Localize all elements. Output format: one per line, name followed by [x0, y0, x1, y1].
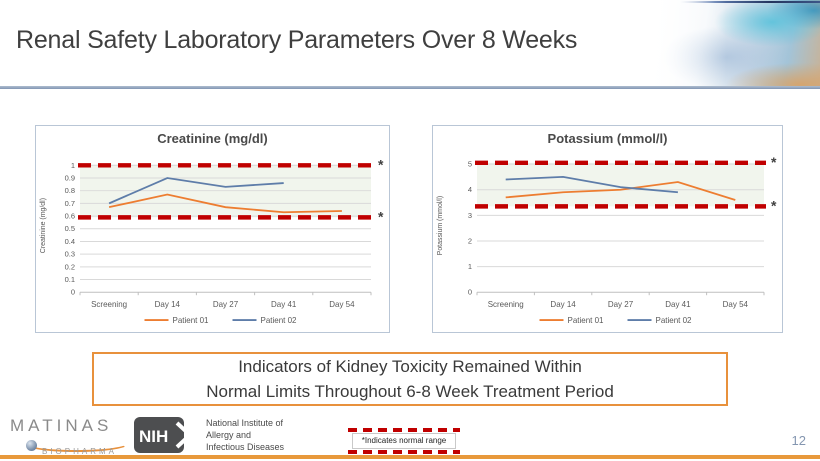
svg-text:4: 4	[468, 185, 472, 194]
header-top-line	[680, 1, 820, 3]
svg-text:Day 14: Day 14	[155, 300, 181, 309]
matinas-logo-subtext: BIOPHARMA	[42, 447, 118, 456]
nih-institute-name: National Institute of Allergy and Infect…	[206, 417, 284, 453]
creatinine-chart-title: Creatinine (mg/dl)	[157, 131, 268, 146]
svg-text:Potassium (mmol/l): Potassium (mmol/l)	[437, 196, 444, 255]
svg-text:1: 1	[71, 161, 75, 170]
normal-range-key: *Indicates normal range	[348, 428, 460, 454]
normal-range-key-label: *Indicates normal range	[352, 433, 456, 449]
summary-line-2: Normal Limits Throughout 6-8 Week Treatm…	[206, 382, 614, 401]
svg-text:Day 14: Day 14	[550, 300, 576, 309]
svg-text:Patient 01: Patient 01	[173, 316, 210, 325]
svg-text:Day 41: Day 41	[665, 300, 691, 309]
matinas-biopharma-logo: MATINAS BIOPHARMA	[10, 416, 132, 456]
svg-text:*: *	[771, 197, 777, 213]
svg-text:*: *	[378, 208, 384, 224]
svg-text:Day 27: Day 27	[608, 300, 634, 309]
page-number: 12	[791, 433, 806, 448]
potassium-chart-title: Potassium (mmol/l)	[547, 131, 668, 146]
nih-logo: NIH National Institute of Allergy and In…	[134, 416, 284, 454]
svg-text:0.2: 0.2	[65, 262, 75, 271]
nih-name-line-1: National Institute of	[206, 417, 284, 428]
svg-text:Patient 02: Patient 02	[261, 316, 298, 325]
svg-text:*: *	[771, 154, 777, 170]
svg-text:0.4: 0.4	[65, 237, 75, 246]
svg-text:1: 1	[468, 262, 472, 271]
summary-line-1: Indicators of Kidney Toxicity Remained W…	[238, 356, 582, 376]
matinas-swoosh-icon	[22, 434, 130, 452]
header-divider	[0, 86, 820, 89]
svg-text:Screening: Screening	[488, 300, 524, 309]
bottom-accent-bar	[0, 455, 820, 459]
nih-logo-box	[134, 417, 184, 453]
svg-text:5: 5	[468, 160, 472, 169]
nih-name-line-3: Infectious Diseases	[206, 442, 285, 453]
svg-text:Day 27: Day 27	[213, 300, 239, 309]
header-decorative-image	[650, 0, 820, 88]
svg-text:Patient 01: Patient 01	[568, 316, 605, 325]
svg-text:Creatinine (mg/dl): Creatinine (mg/dl)	[40, 198, 47, 253]
svg-text:Patient 02: Patient 02	[656, 316, 693, 325]
svg-text:0.6: 0.6	[65, 212, 75, 221]
summary-box: Indicators of Kidney Toxicity Remained W…	[92, 352, 728, 406]
nih-chevron-icon	[175, 421, 193, 449]
svg-text:0.5: 0.5	[65, 224, 75, 233]
svg-text:0.7: 0.7	[65, 199, 75, 208]
svg-text:0: 0	[71, 288, 75, 297]
potassium-chart: 0 1 2 3 4 5 Screening Day 14 Day 27 Day 41 Day 54 *…	[437, 154, 777, 325]
svg-text:0.1: 0.1	[65, 275, 75, 284]
svg-text:*: *	[378, 156, 384, 172]
svg-text:Screening: Screening	[91, 300, 127, 309]
nih-name-line-2: Allergy and	[206, 429, 252, 440]
creatinine-chart: 0 0.1 0.2 0.3 0.4 0.5 0.6 0.7 0.8 0.9 1 Screening Da…	[40, 156, 384, 325]
matinas-logo-text: MATINAS	[10, 416, 113, 435]
chart-panel-creatinine: Creatinine (mg/dl) 0 0.1 0.2 0.3 0.4 0.5 0.6 0.…	[35, 125, 390, 333]
nih-logo-mark: NIH	[134, 417, 193, 453]
normal-range-dash-bottom	[348, 450, 460, 454]
svg-text:0.3: 0.3	[65, 250, 75, 259]
matinas-sphere-icon	[26, 440, 37, 451]
svg-text:Day 54: Day 54	[329, 300, 355, 309]
svg-text:3: 3	[468, 211, 472, 220]
svg-text:0.8: 0.8	[65, 186, 75, 195]
svg-text:Day 41: Day 41	[271, 300, 297, 309]
svg-text:Day 54: Day 54	[723, 300, 749, 309]
page-title: Renal Safety Laboratory Parameters Over …	[16, 26, 578, 54]
normal-range-dash-top	[348, 428, 460, 432]
nih-acronym: NIH	[139, 427, 168, 446]
chart-panel-potassium: Potassium (mmol/l) 0 1 2 3 4 5 Screening Day 14…	[432, 125, 783, 333]
svg-text:0: 0	[468, 288, 472, 297]
svg-text:0.9: 0.9	[65, 173, 75, 182]
svg-text:2: 2	[468, 236, 472, 245]
